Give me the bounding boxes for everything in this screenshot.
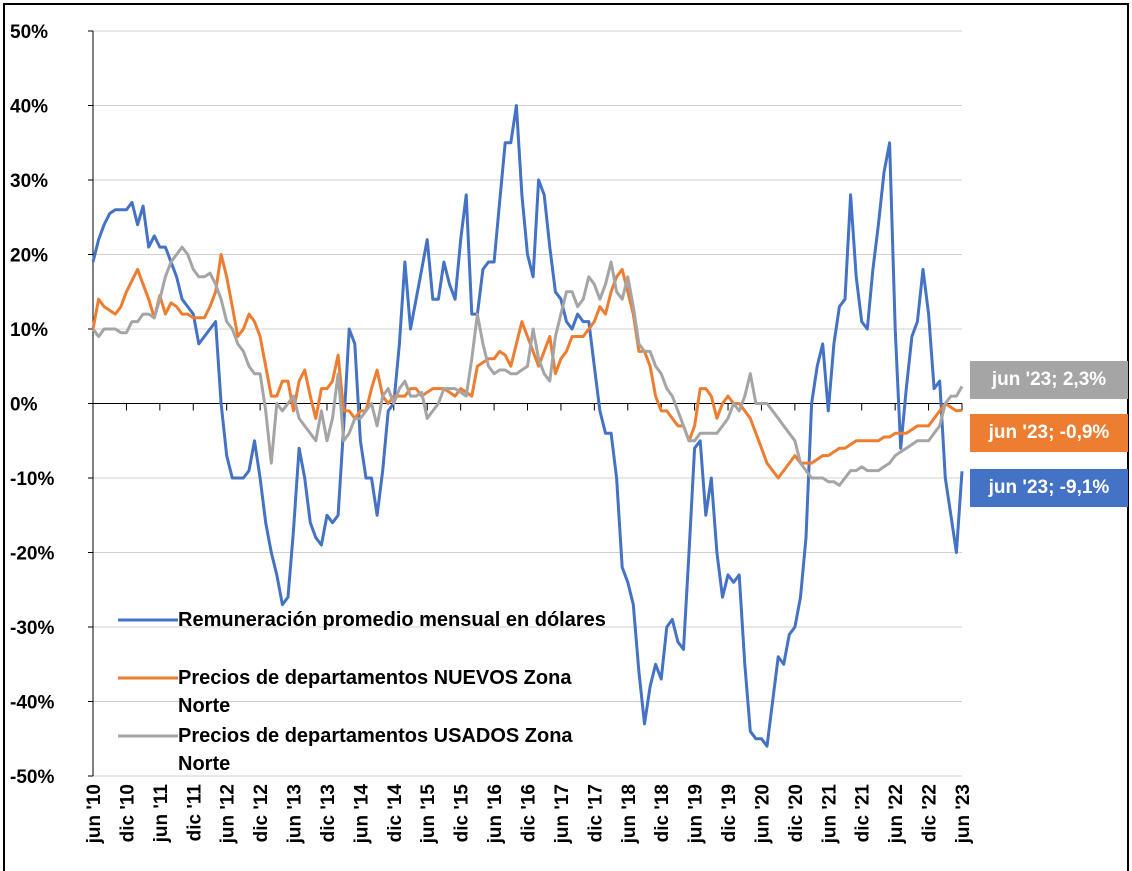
- series-line: [91, 104, 964, 748]
- y-tick-label: -40%: [10, 693, 54, 714]
- x-tick-label: dic '13: [318, 784, 339, 842]
- x-tick-label: jun '14: [351, 784, 372, 845]
- series-line: [91, 253, 963, 480]
- x-tick-label: jun '15: [418, 784, 439, 845]
- series-line: [91, 245, 964, 487]
- x-tick-label: dic '14: [385, 784, 406, 843]
- y-tick-label: 30%: [10, 171, 48, 192]
- x-tick-label: jun '10: [84, 784, 105, 844]
- x-tick-label: dic '22: [920, 784, 941, 842]
- x-tick-label: dic '20: [786, 784, 807, 842]
- x-tick-label: dic '19: [719, 784, 740, 842]
- legend-label: Precios de departamentos USADOS Zona Nor…: [178, 725, 573, 775]
- x-tick-label: jun '12: [218, 784, 239, 844]
- x-tick-label: dic '10: [117, 784, 138, 842]
- y-tick-label: -50%: [10, 767, 54, 788]
- x-tick-label: dic '17: [585, 784, 606, 842]
- y-tick-label: 0%: [10, 395, 38, 416]
- x-tick-label: dic '11: [184, 784, 205, 842]
- y-tick-label: 10%: [10, 320, 48, 341]
- end-label: jun '23; -0,9%: [970, 414, 1128, 452]
- y-tick-label: 40%: [10, 97, 48, 118]
- y-tick-label: -30%: [10, 618, 54, 639]
- x-tick-label: dic '16: [519, 784, 540, 842]
- x-tick-label: jun '17: [552, 784, 573, 844]
- x-tick-label: jun '20: [752, 784, 773, 844]
- y-tick-label: -10%: [10, 469, 54, 490]
- x-tick-label: jun '22: [886, 784, 907, 844]
- x-tick-label: jun '11: [151, 784, 172, 844]
- x-tick-label: dic '15: [452, 784, 473, 843]
- x-tick-label: jun '23: [953, 784, 974, 844]
- legend-label: Precios de departamentos NUEVOS Zona Nor…: [178, 667, 572, 717]
- x-tick-label: jun '16: [485, 784, 506, 844]
- frame: [3, 3, 1129, 871]
- x-tick-label: jun '19: [686, 784, 707, 844]
- x-tick-label: jun '13: [285, 784, 306, 844]
- y-tick-label: 50%: [10, 22, 48, 43]
- legend-label: Remuneración promedio mensual en dólares: [178, 609, 606, 631]
- x-tick-label: dic '12: [251, 784, 272, 842]
- x-tick-label: dic '21: [853, 784, 874, 843]
- end-label: jun '23; 2,3%: [970, 361, 1128, 399]
- end-label: jun '23; -9,1%: [970, 469, 1128, 507]
- y-tick-label: -20%: [10, 544, 54, 565]
- x-tick-label: jun '18: [619, 784, 640, 844]
- x-tick-label: jun '21: [819, 784, 840, 845]
- x-tick-label: dic '18: [652, 784, 673, 842]
- y-tick-label: 20%: [10, 246, 48, 267]
